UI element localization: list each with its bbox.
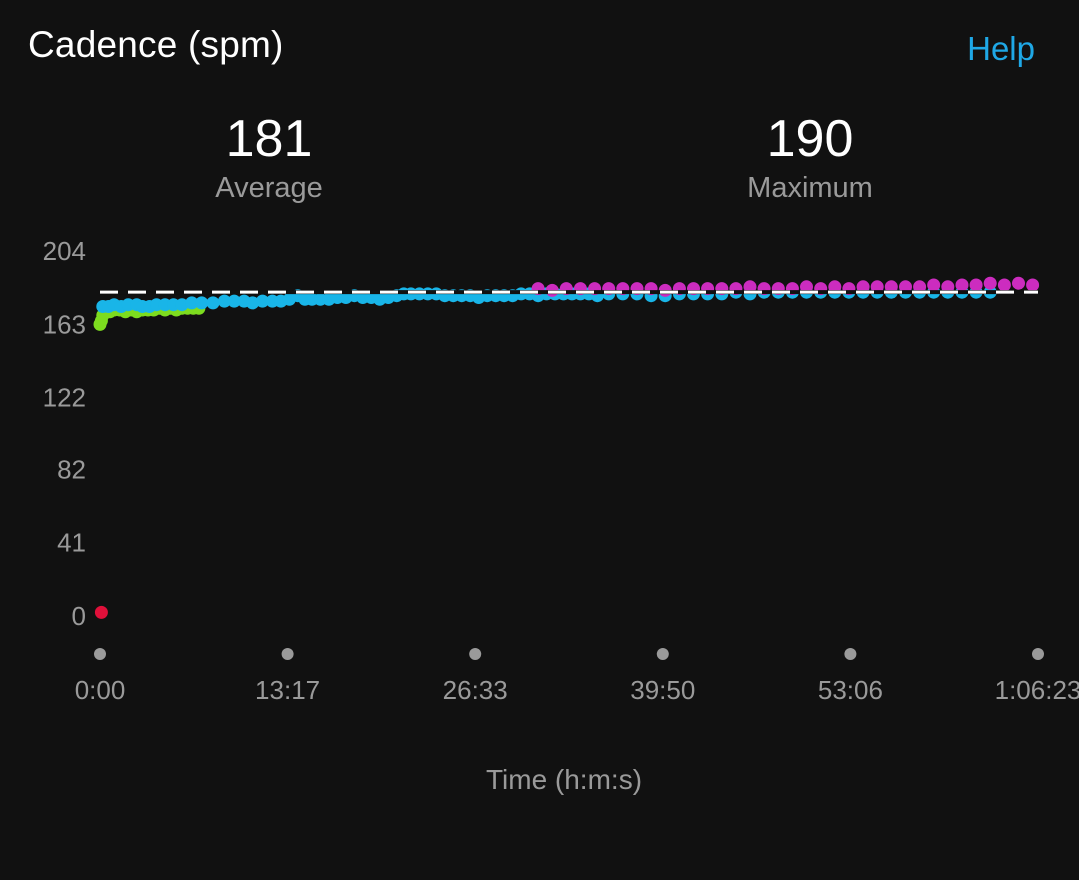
- data-point: [899, 280, 912, 294]
- x-tick-dot: [469, 648, 482, 660]
- data-point: [1012, 276, 1025, 290]
- data-point: [983, 276, 997, 290]
- y-tick-label: 163: [43, 309, 86, 339]
- data-point: [927, 278, 941, 292]
- y-tick-label: 122: [43, 383, 86, 413]
- data-point: [997, 278, 1011, 292]
- data-point: [94, 605, 108, 619]
- x-tick-dot: [281, 648, 294, 660]
- x-axis-title: Time (h:m:s): [485, 764, 643, 795]
- chart-title: Cadence (spm): [28, 24, 284, 65]
- data-point: [1026, 278, 1040, 292]
- x-tick-label: 13:17: [255, 675, 320, 705]
- maximum-value: 190: [766, 110, 854, 168]
- data-point: [941, 280, 955, 294]
- data-point: [185, 296, 199, 310]
- data-point: [969, 278, 983, 292]
- y-tick-label: 204: [43, 236, 86, 266]
- data-point: [217, 294, 231, 308]
- x-tick-dot: [656, 648, 669, 660]
- x-tick-label: 26:33: [443, 675, 508, 705]
- data-point: [800, 280, 813, 294]
- x-tick-label: 0:00: [75, 675, 126, 705]
- x-tick-dot: [844, 648, 857, 660]
- average-label: Average: [215, 172, 323, 204]
- average-value: 181: [225, 110, 313, 168]
- data-point: [246, 296, 260, 310]
- data-point: [913, 280, 927, 294]
- data-point: [743, 280, 757, 294]
- data-point: [884, 280, 898, 294]
- data-point: [828, 280, 842, 294]
- average-stat: 181 Average: [119, 108, 419, 205]
- x-tick-dot: [1032, 648, 1044, 660]
- data-point: [856, 280, 870, 294]
- maximum-stat: 190 Maximum: [660, 108, 960, 205]
- y-tick-label: 82: [57, 454, 86, 484]
- y-tick-label: 41: [57, 528, 86, 558]
- y-axis-ticks: 204 163 122 82 41 0: [43, 236, 86, 631]
- x-tick-label: 39:50: [630, 675, 695, 705]
- x-tick-label: 1:06:23: [995, 675, 1079, 705]
- y-tick-label: 0: [72, 601, 86, 631]
- maximum-label: Maximum: [747, 172, 873, 204]
- data-point: [206, 296, 220, 310]
- data-point: [227, 294, 241, 308]
- x-tick-label: 53:06: [818, 675, 883, 705]
- data-point: [955, 278, 969, 292]
- data-point: [195, 296, 209, 310]
- data-point: [870, 280, 884, 294]
- help-link[interactable]: Help: [967, 30, 1035, 67]
- data-point: [256, 294, 269, 308]
- x-axis-ticks: 0:00 13:17 26:33 39:50 53:06 1:06:23: [75, 648, 1079, 705]
- series-layer: [93, 276, 1040, 619]
- data-point: [175, 298, 189, 312]
- x-tick-dot: [94, 648, 106, 660]
